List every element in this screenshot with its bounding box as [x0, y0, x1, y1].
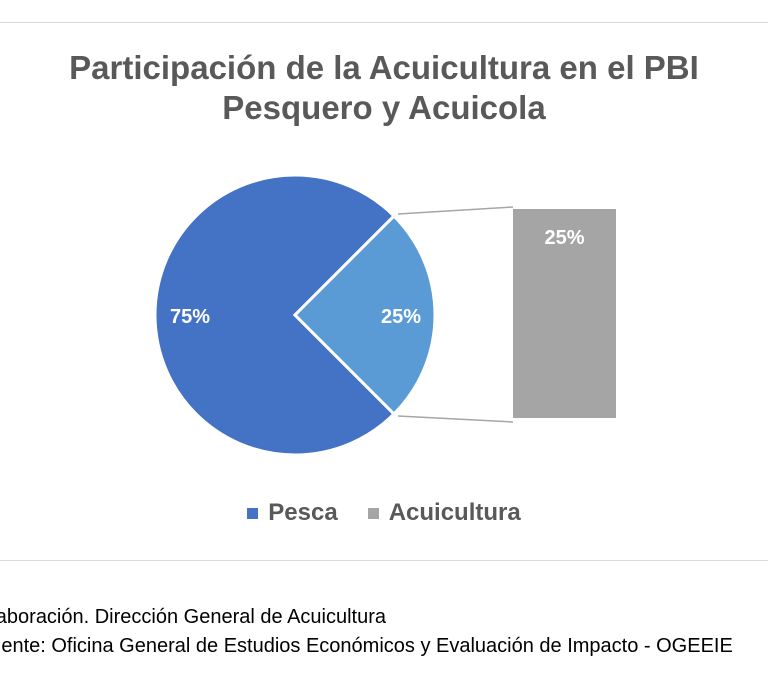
- chart-title-line2: Pesquero y Acuicola: [222, 89, 546, 126]
- slice-pesca: [153, 173, 397, 457]
- legend-swatch-acuicultura: [367, 507, 379, 519]
- chart-title-line1: Participación de la Acuicultura en el PB…: [69, 49, 699, 86]
- legend-item-pesca: Pesca: [247, 498, 338, 528]
- chart-title: Participación de la Acuicultura en el PB…: [0, 48, 768, 128]
- data-label-pesca: 75%: [170, 306, 210, 328]
- caption-elaboracion: Elaboración. Dirección General de Acuicu…: [0, 606, 386, 628]
- legend-item-acuicultura: Acuicultura: [367, 498, 521, 528]
- data-label-secondary-bar: 25%: [544, 227, 584, 249]
- legend: Pesca Acuicultura: [0, 498, 768, 528]
- chart-bottom-border: [0, 560, 768, 561]
- caption-fuente: Fuente: Oficina General de Estudios Econ…: [0, 635, 733, 657]
- chart-top-border: [0, 22, 768, 23]
- secondary-bar-acuicultura: [513, 209, 616, 418]
- connector-line-bottom: [397, 415, 514, 423]
- data-label-acuicultura: 25%: [381, 306, 421, 328]
- legend-swatch-pesca: [247, 507, 259, 519]
- legend-label-pesca: Pesca: [268, 499, 338, 526]
- connector-line-top: [397, 206, 514, 215]
- legend-label-acuicultura: Acuicultura: [388, 499, 521, 526]
- slice-acuicultura: [292, 213, 437, 417]
